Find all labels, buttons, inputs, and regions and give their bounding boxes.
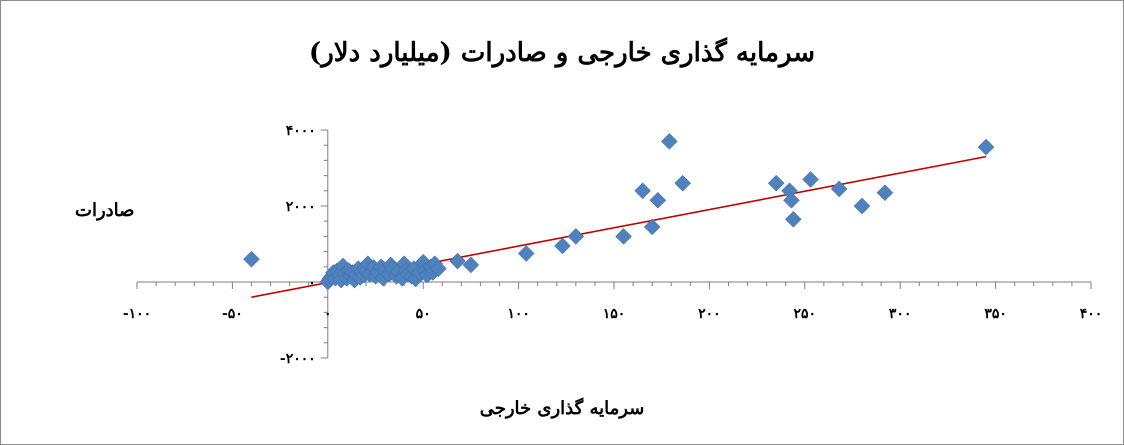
data-point [554,237,571,255]
y-tick-label: -۲۰۰۰ [280,351,316,367]
data-point [977,138,995,156]
data-point [830,180,848,198]
x-tick-label: ۲۰۰ [698,306,721,322]
y-tick-label: ۴۰۰۰ [286,123,316,139]
data-point [660,133,678,150]
x-tick-label: -۱۰۰ [123,306,151,322]
y-tick-label: ۰ [308,275,316,291]
data-point [430,260,447,278]
x-tick-label: ۲۵۰ [794,306,817,322]
data-point [615,228,632,245]
data-point [876,184,894,202]
data-point [243,250,260,268]
data-point [567,228,585,245]
data-point [517,245,535,262]
x-tick-label: ۳۵۰ [984,306,1007,322]
chart-title: سرمایه گذاری خارجی و صادرات (میلیارد دلا… [308,38,816,68]
x-tick-label: ۵۰ [416,306,431,322]
data-point [649,191,667,209]
data-point [853,197,871,215]
x-tick-label: ۰ [324,306,332,322]
data-point [643,218,661,236]
data-point [674,174,692,192]
x-tick-label: -۵۰ [222,306,243,322]
x-tick-label: ۴۰۰ [1080,306,1103,322]
data-point [802,171,819,188]
x-tick-label: ۱۰۰ [507,306,530,322]
data-point [449,252,466,270]
data-point [462,256,480,274]
x-tick-label: ۳۰۰ [889,306,912,322]
data-point [784,210,802,228]
y-axis-label: صادرات [75,200,135,221]
x-axis-label: سرمایه گذاری خارجی [479,398,645,419]
data-point [634,182,651,200]
data-point [767,174,785,192]
x-tick-label: ۱۵۰ [603,306,626,322]
data-point [783,191,800,209]
y-tick-label: ۲۰۰۰ [286,199,316,215]
